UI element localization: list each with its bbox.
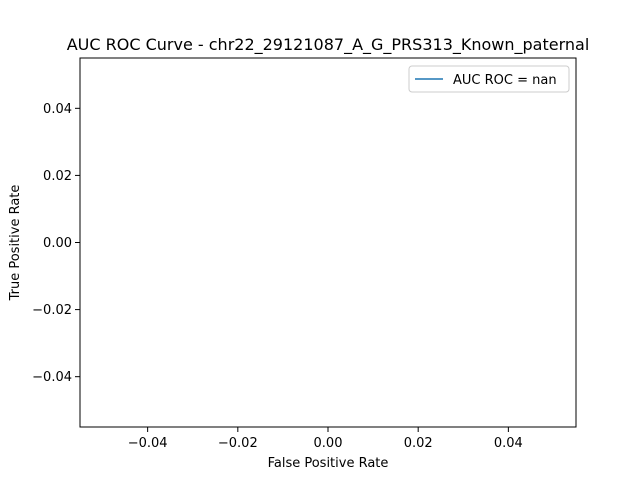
x-tick-label: 0.02 bbox=[404, 436, 433, 451]
legend-box bbox=[408, 65, 570, 93]
chart-title: AUC ROC Curve - chr22_29121087_A_G_PRS31… bbox=[67, 35, 590, 55]
x-axis-ticks: −0.04 −0.02 0.00 0.02 0.04 bbox=[128, 427, 523, 451]
x-tick-label: −0.02 bbox=[218, 436, 258, 451]
x-axis-label: False Positive Rate bbox=[268, 456, 389, 471]
x-tick-label: 0.00 bbox=[314, 436, 343, 451]
plot-area bbox=[79, 57, 577, 428]
y-tick-label: 0.02 bbox=[43, 169, 72, 184]
legend: AUC ROC = nan bbox=[408, 65, 570, 93]
x-tick-label: 0.04 bbox=[494, 436, 523, 451]
y-tick-label: 0.04 bbox=[43, 102, 72, 117]
x-tick-label: −0.04 bbox=[128, 436, 168, 451]
y-axis-ticks: −0.04 −0.02 0.00 0.02 0.04 bbox=[32, 102, 80, 385]
y-tick-label: −0.02 bbox=[32, 303, 72, 318]
y-tick-label: −0.04 bbox=[32, 370, 72, 385]
y-tick-label: 0.00 bbox=[43, 236, 72, 251]
legend-label: AUC ROC = nan bbox=[453, 73, 557, 88]
y-axis-label: True Positive Rate bbox=[8, 185, 23, 302]
